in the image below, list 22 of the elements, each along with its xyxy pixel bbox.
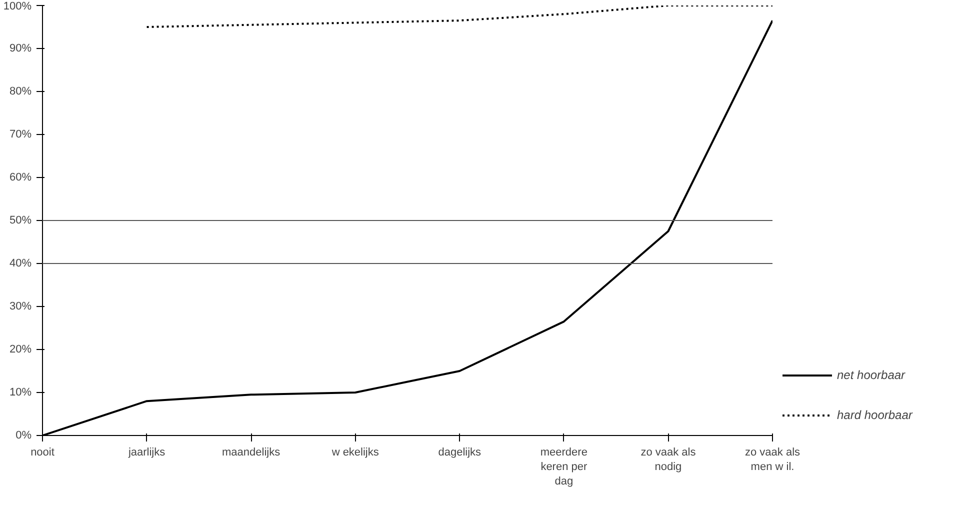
x-tick-label: nooit: [30, 446, 54, 458]
legend-label: net hoorbaar: [837, 368, 906, 382]
y-tick-label: 90%: [9, 42, 32, 54]
x-tick-label: zo vaak als men w il.: [744, 446, 801, 473]
y-tick-label: 50%: [9, 214, 32, 226]
y-tick-label: 60%: [9, 172, 32, 184]
x-tick-label: meerdere keren per dag: [540, 446, 588, 488]
x-tick-label: maandelijks: [222, 446, 281, 458]
line-series: [146, 6, 772, 28]
y-tick-label: 70%: [9, 128, 32, 140]
x-tick-label: dagelijks: [438, 446, 482, 458]
y-tick-label: 20%: [9, 344, 32, 356]
x-tick-label: w ekelijks: [330, 446, 380, 458]
y-tick-label: 30%: [9, 300, 32, 312]
y-tick-label: 100%: [3, 0, 32, 12]
y-tick-label: 10%: [9, 386, 32, 398]
x-tick-label: zo vaak als nodig: [640, 446, 696, 473]
y-tick-label: 0%: [16, 430, 32, 442]
y-tick-label: 80%: [9, 86, 32, 98]
legend-label: hard hoorbaar: [837, 408, 912, 422]
x-tick-label: jaarlijks: [127, 446, 166, 458]
y-tick-label: 40%: [9, 258, 32, 270]
